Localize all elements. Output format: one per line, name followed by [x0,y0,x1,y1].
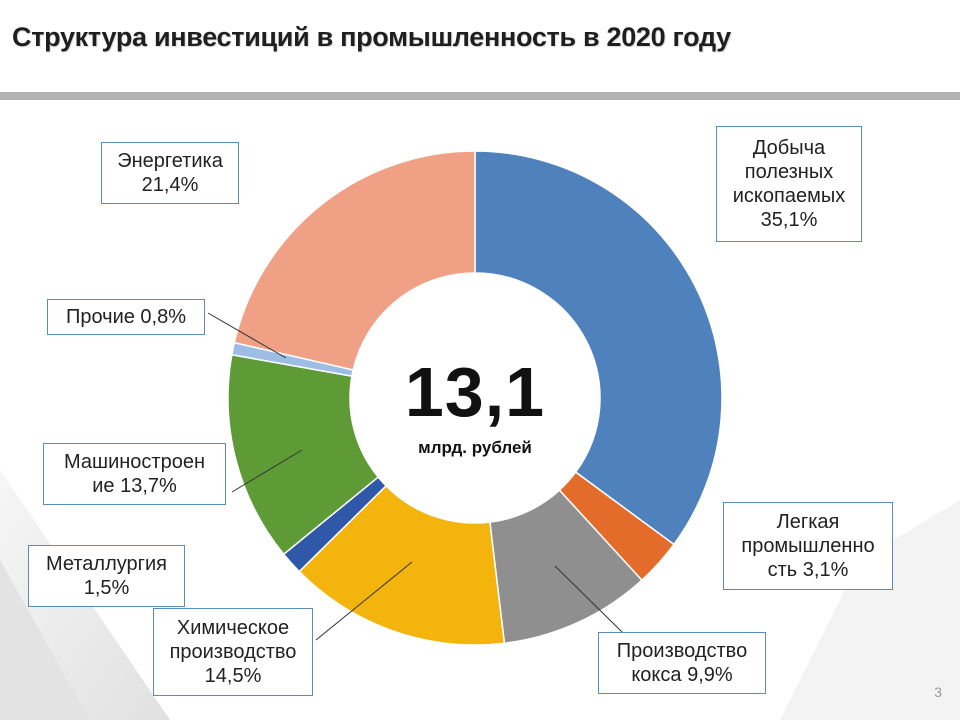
donut-slice-chem [298,484,506,646]
donut-slice-energy [233,150,476,371]
data-label-text: Энергетика [117,150,223,172]
data-label-text: 14,5% [204,665,262,687]
data-label-text: 1,5% [83,577,130,599]
data-label-text: ископаемых [732,185,846,207]
leader-line-coke [554,565,623,633]
data-label-chem: Химическое производство 14,5% [153,608,313,696]
data-label-metal: Металлургия 1,5% [28,545,185,607]
data-label-text: полезных [744,161,834,183]
data-label-other: Прочие 0,8% [47,299,205,335]
background-shape [0,560,90,720]
background-shape [780,500,960,720]
leader-lines [207,312,623,641]
data-label-text: кокса 9,9% [631,664,733,686]
total-unit: млрд. рублей [418,438,532,457]
total-value: 13,1 [404,353,546,431]
data-label-text: сть 3,1% [767,559,849,581]
data-label-text: Металлургия [46,553,167,575]
data-label-text: Машиностроен [64,451,205,473]
data-label-text: Производство [616,640,748,662]
data-label-text: 35,1% [760,209,818,231]
donut-slice-mech [227,353,380,556]
data-label-text: производство [169,641,297,663]
title-divider [0,92,960,100]
data-label-text: 21,4% [141,174,199,196]
page-number: 3 [934,684,942,700]
leader-line-other [207,312,287,359]
data-label-text: Химическое [176,617,290,639]
data-label-text: Добыча [752,137,826,159]
donut-slices [227,150,723,646]
leader-line-mech [231,449,303,493]
data-label-energy: Энергетика 21,4% [101,142,239,204]
data-label-mech: Машиностроен ие 13,7% [43,443,226,505]
data-label-text: ие 13,7% [92,475,177,497]
slide-title: Структура инвестиций в промышленность в … [12,22,731,52]
data-label-text: Прочие 0,8% [65,306,187,328]
leader-line-chem [315,561,413,641]
data-label-text: Легкая [776,511,840,533]
data-label-mining: Добыча полезных ископаемых 35,1% [716,126,862,242]
data-label-text: промышленно [741,535,875,557]
data-label-coke: Производство кокса 9,9% [598,632,766,694]
donut-slice-mining [474,150,723,546]
data-label-light: Легкая промышленно сть 3,1% [723,502,893,590]
